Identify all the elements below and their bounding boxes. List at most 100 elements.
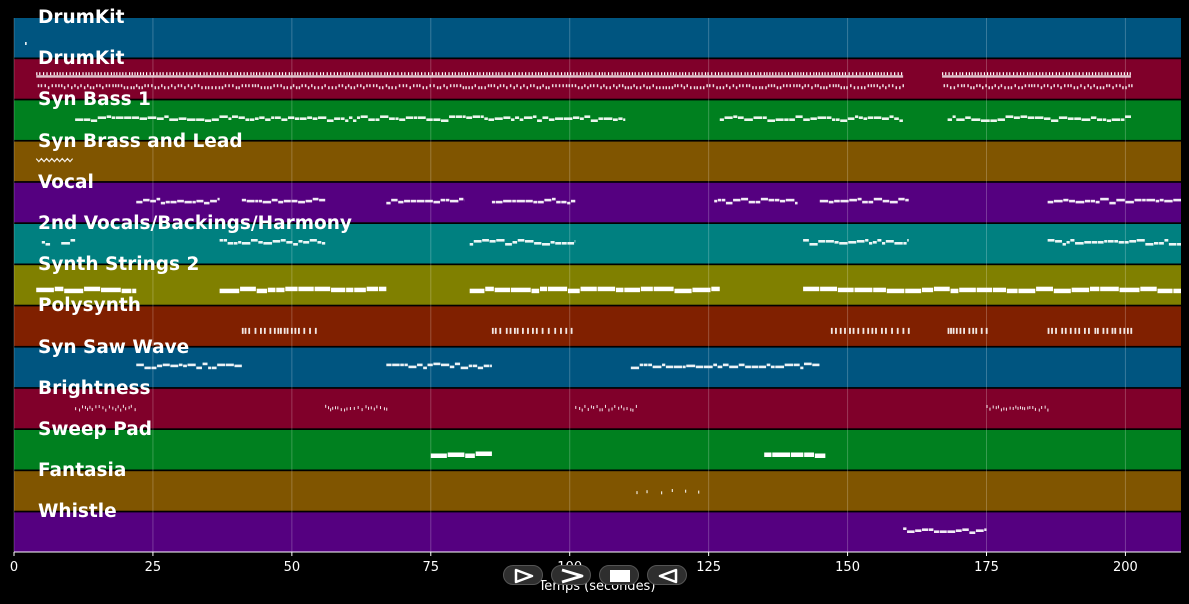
note xyxy=(176,72,178,76)
note xyxy=(454,362,461,366)
note xyxy=(1129,72,1131,76)
note xyxy=(190,86,193,90)
note xyxy=(534,242,542,245)
note xyxy=(243,72,245,76)
note xyxy=(129,72,131,76)
note xyxy=(759,365,767,369)
note xyxy=(1047,239,1055,242)
note xyxy=(568,84,571,88)
note xyxy=(1031,84,1033,88)
note xyxy=(553,72,555,76)
note xyxy=(131,72,133,76)
track-label: Fantasia xyxy=(38,460,127,482)
note xyxy=(854,287,873,293)
note xyxy=(582,72,584,76)
note xyxy=(1115,84,1118,88)
note xyxy=(737,116,744,119)
note xyxy=(620,405,622,409)
note xyxy=(178,117,187,120)
note xyxy=(466,116,473,119)
note xyxy=(238,241,242,244)
note xyxy=(1043,84,1046,88)
note xyxy=(661,72,663,76)
note xyxy=(817,84,819,88)
note xyxy=(151,366,157,370)
note xyxy=(873,84,875,88)
note xyxy=(956,118,965,121)
note xyxy=(717,198,722,202)
note xyxy=(236,72,239,76)
note xyxy=(521,327,524,334)
note xyxy=(314,327,317,334)
note xyxy=(780,199,786,203)
note xyxy=(797,72,799,76)
note xyxy=(314,86,316,90)
note xyxy=(857,327,860,334)
note xyxy=(1153,242,1159,245)
note xyxy=(933,286,950,292)
note xyxy=(952,327,955,334)
note xyxy=(1099,86,1102,90)
note xyxy=(972,327,975,334)
note xyxy=(538,72,540,76)
rewind-button[interactable] xyxy=(647,565,687,585)
note xyxy=(378,86,381,90)
note xyxy=(762,116,767,119)
note xyxy=(496,239,505,242)
note xyxy=(580,286,597,292)
note xyxy=(399,118,406,121)
play-button[interactable] xyxy=(503,565,543,585)
note xyxy=(44,84,46,88)
note xyxy=(1080,84,1082,88)
note xyxy=(156,197,161,201)
x-tick-label: 175 xyxy=(974,560,999,575)
note xyxy=(996,72,998,76)
note xyxy=(388,86,390,90)
note xyxy=(655,86,658,90)
track-lane xyxy=(14,306,1181,346)
note xyxy=(585,72,587,76)
note xyxy=(1075,200,1085,204)
note xyxy=(853,86,856,90)
note xyxy=(241,84,244,88)
note xyxy=(1018,288,1036,294)
note xyxy=(132,116,139,119)
note xyxy=(1083,327,1086,334)
note xyxy=(842,72,844,76)
note xyxy=(494,117,503,120)
note xyxy=(695,365,704,369)
note xyxy=(541,327,544,334)
note xyxy=(1013,116,1020,119)
note xyxy=(286,86,289,90)
note xyxy=(615,86,618,90)
note xyxy=(1088,327,1090,334)
note xyxy=(590,405,592,409)
fast-forward-button[interactable] xyxy=(551,565,591,585)
note xyxy=(1122,86,1124,90)
note xyxy=(248,327,251,334)
note xyxy=(416,84,418,88)
note xyxy=(1003,407,1005,411)
note xyxy=(634,72,636,76)
note xyxy=(368,406,370,410)
note xyxy=(722,86,725,90)
note xyxy=(692,287,711,293)
note xyxy=(204,86,207,90)
note xyxy=(885,86,887,90)
note xyxy=(1164,239,1169,242)
note xyxy=(265,118,271,121)
note xyxy=(219,115,228,118)
note xyxy=(123,86,126,90)
note xyxy=(880,72,882,76)
note xyxy=(444,72,446,76)
note xyxy=(794,72,796,76)
note-segment xyxy=(764,452,826,458)
note xyxy=(170,364,179,368)
note xyxy=(1107,240,1114,243)
stop-button[interactable] xyxy=(599,565,639,585)
note xyxy=(177,199,184,203)
note xyxy=(1060,86,1062,90)
note xyxy=(259,116,265,119)
note xyxy=(959,327,962,334)
note xyxy=(91,72,93,76)
